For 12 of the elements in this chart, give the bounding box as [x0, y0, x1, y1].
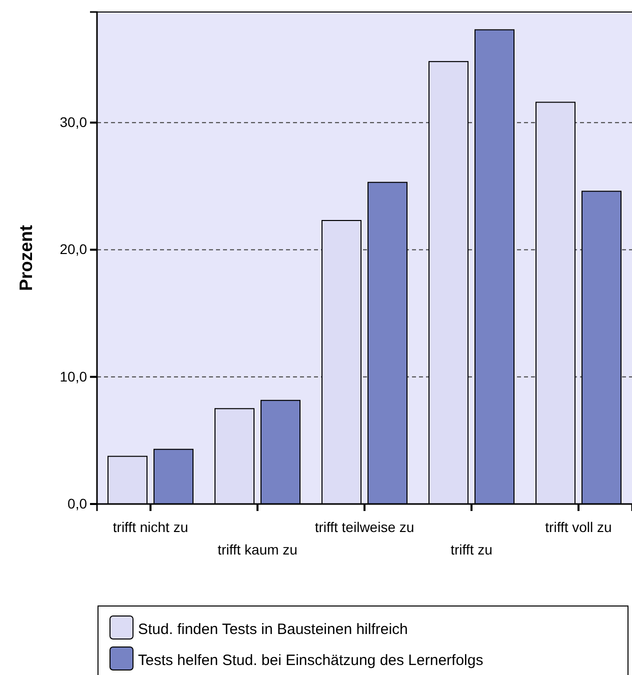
x-tick-label: trifft nicht zu — [112, 519, 188, 536]
x-tick-label: trifft zu — [450, 542, 492, 558]
y-tick-label: 0,0 — [68, 495, 88, 512]
y-tick-label: 20,0 — [60, 241, 88, 258]
x-tick-label: trifft teilweise zu — [314, 519, 414, 536]
y-tick-label: 10,0 — [60, 368, 88, 384]
y-axis-title: Prozent — [16, 224, 36, 292]
x-tick-label: trifft kaum zu — [218, 542, 298, 558]
x-tick-label: trifft voll zu — [545, 519, 612, 536]
legend-label: Tests helfen Stud. bei Einschätzung des Lernerfolgs — [138, 652, 484, 669]
y-tick-label: 30,0 — [60, 114, 88, 130]
legend-label: Stud. finden Tests in Bausteinen hilfreich — [138, 621, 408, 638]
